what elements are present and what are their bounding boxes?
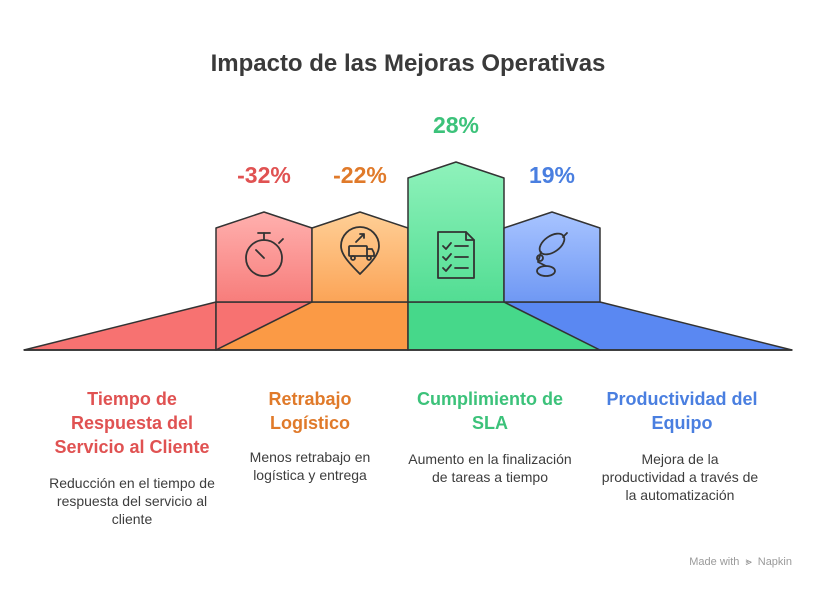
delivery-truck-location-icon xyxy=(340,226,380,275)
column-blue xyxy=(503,211,601,303)
value-logistics-rework: -22% xyxy=(333,162,387,188)
made-with-label: Made with xyxy=(689,556,740,568)
heading-team-productivity: Productividad del Equipo xyxy=(606,389,758,433)
description-response-time: Reducción en el tiempo de respuesta del … xyxy=(49,475,215,527)
value-team-productivity: 19% xyxy=(528,162,576,188)
robotic-arm-icon xyxy=(536,232,568,277)
description-sla-compliance: Aumento en la finalización de tareas a t… xyxy=(408,451,572,485)
stopwatch-icon xyxy=(245,232,284,277)
page-title: Impacto de las Mejoras Operativas xyxy=(210,50,606,77)
made-with-napkin: Made with ⪢ Napkin xyxy=(689,556,792,569)
checklist-document-icon xyxy=(437,231,475,279)
description-team-productivity: Mejora de la productividad a través de l… xyxy=(601,451,759,503)
value-sla-compliance: 28% xyxy=(432,112,480,138)
heading-logistics-rework: Retrabajo Logístico xyxy=(268,389,352,433)
column-orange xyxy=(311,211,409,303)
heading-sla-compliance: Cumplimiento de SLA xyxy=(416,389,563,433)
brand-label: Napkin xyxy=(757,556,792,568)
base-segment-red xyxy=(23,301,217,351)
heading-response-time: Tiempo de Respuesta del Servicio al Clie… xyxy=(54,389,210,457)
value-response-time: -32% xyxy=(237,162,291,188)
description-logistics-rework: Menos retrabajo en logística y entrega xyxy=(249,449,371,483)
napkin-logo-icon: ⪢ xyxy=(745,556,752,568)
